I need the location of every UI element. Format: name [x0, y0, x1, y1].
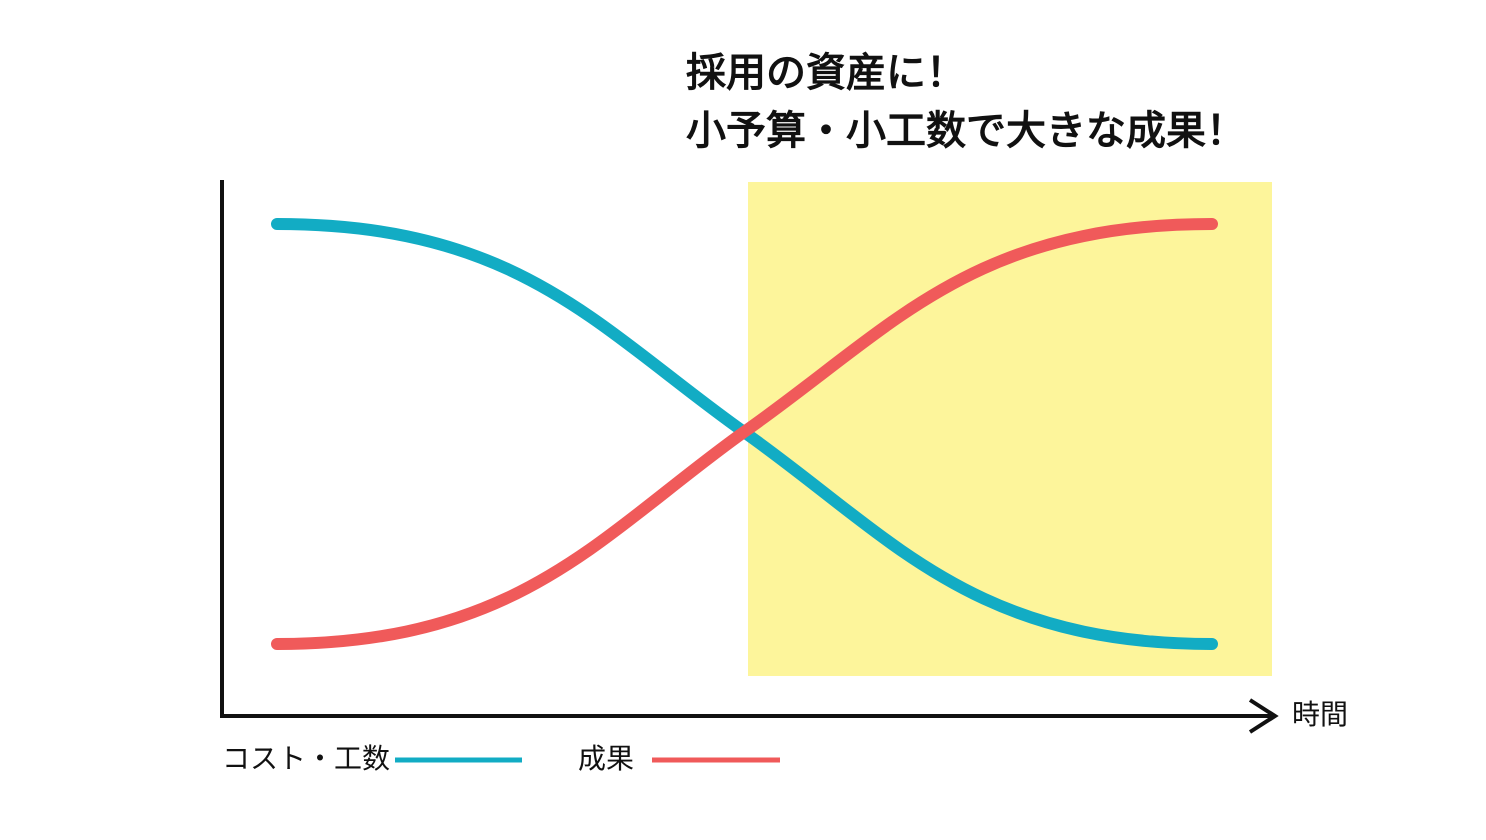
legend-label: 成果: [578, 742, 634, 775]
annotation-line: 採用の資産に！: [686, 50, 966, 96]
legend-label: コスト・工数: [222, 742, 390, 775]
axis-arrow: [1248, 698, 1279, 734]
highlight-area: [748, 182, 1272, 676]
x-axis-label: 時間: [1292, 698, 1348, 731]
result-curve: [271, 218, 1218, 650]
annotation-line: 小予算・小工数で大きな成果！: [686, 108, 1246, 154]
